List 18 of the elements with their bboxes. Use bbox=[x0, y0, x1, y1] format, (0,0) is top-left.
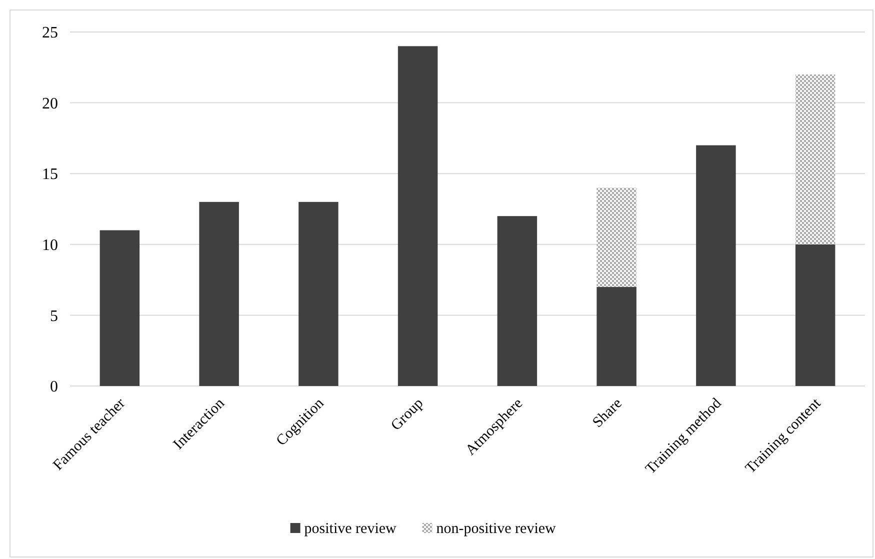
bar bbox=[100, 230, 140, 386]
bar bbox=[795, 244, 836, 386]
legend-label: non-positive review bbox=[436, 521, 556, 537]
legend-label: positive review bbox=[304, 521, 397, 537]
bar bbox=[497, 216, 538, 386]
y-tick-label: 15 bbox=[42, 166, 58, 184]
bar bbox=[596, 286, 636, 386]
y-tick-label: 20 bbox=[42, 95, 58, 112]
bar bbox=[298, 202, 338, 386]
y-tick-label: 10 bbox=[42, 237, 58, 254]
y-tick-label: 5 bbox=[50, 308, 58, 325]
bar bbox=[398, 46, 438, 386]
bar bbox=[795, 74, 836, 244]
bar bbox=[199, 202, 239, 386]
y-tick-label: 25 bbox=[42, 24, 58, 42]
bar bbox=[696, 145, 736, 386]
y-tick-label: 0 bbox=[50, 378, 58, 396]
bar bbox=[596, 188, 636, 287]
